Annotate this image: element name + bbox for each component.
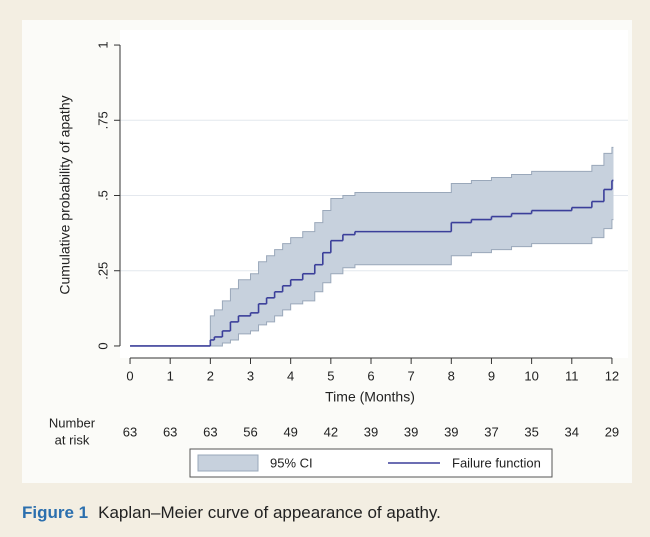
x-tick-label: 2 <box>207 368 214 383</box>
y-tick-label: 0 <box>95 342 110 349</box>
ci-band <box>302 231 315 301</box>
x-axis-label: Time (Months) <box>325 389 415 405</box>
ci-band <box>322 210 331 283</box>
ci-band <box>250 273 259 331</box>
x-tick-label: 5 <box>327 368 334 383</box>
x-tick-label: 12 <box>605 368 619 383</box>
at-risk-count: 49 <box>283 424 297 439</box>
ci-band <box>531 171 572 244</box>
x-tick-label: 1 <box>167 368 174 383</box>
at-risk-count: 39 <box>444 424 458 439</box>
ci-band <box>330 198 343 274</box>
ci-band <box>354 192 452 265</box>
ci-band <box>214 309 223 346</box>
ci-edge <box>130 219 614 347</box>
y-tick-label: .25 <box>95 262 110 280</box>
at-risk-count: 37 <box>484 424 498 439</box>
at-risk-label: at risk <box>55 432 90 447</box>
at-risk-count: 39 <box>404 424 418 439</box>
x-tick-label: 10 <box>524 368 538 383</box>
at-risk-count: 39 <box>364 424 378 439</box>
ci-band <box>342 195 355 268</box>
ci-band <box>266 255 275 322</box>
ci-band <box>274 249 283 316</box>
at-risk-count: 63 <box>203 424 217 439</box>
ci-band <box>290 237 303 304</box>
ci-band <box>238 279 251 334</box>
legend-swatch <box>197 454 259 472</box>
ci-band <box>471 180 492 253</box>
caption-label: Figure 1 <box>22 503 89 522</box>
ci-band <box>258 261 267 325</box>
ci-band <box>210 315 215 346</box>
at-risk-count: 35 <box>524 424 538 439</box>
y-tick-label: .5 <box>95 190 110 201</box>
at-risk-count: 63 <box>163 424 177 439</box>
ci-edge <box>130 146 614 347</box>
x-tick-label: 7 <box>408 368 415 383</box>
x-tick-label: 11 <box>565 368 579 383</box>
x-tick-label: 6 <box>367 368 374 383</box>
y-tick-label: .75 <box>95 111 110 129</box>
at-risk-count: 34 <box>565 424 579 439</box>
ci-band <box>222 300 231 343</box>
ci-band <box>230 288 239 340</box>
caption-text: Kaplan–Meier curve of appearance of apat… <box>98 503 441 522</box>
ci-band <box>603 153 612 229</box>
x-tick-label: 3 <box>247 368 254 383</box>
caption: Figure 1 Kaplan–Meier curve of appearance… <box>22 503 441 523</box>
x-tick-label: 8 <box>448 368 455 383</box>
y-tick-label: 1 <box>95 41 110 48</box>
at-risk-label: Number <box>49 415 96 430</box>
at-risk-count: 29 <box>605 424 619 439</box>
at-risk-count: 63 <box>123 424 137 439</box>
chart: Cumulative probability of apathy Time (M… <box>22 20 632 483</box>
ci-band <box>491 177 512 250</box>
x-tick-label: 4 <box>287 368 294 383</box>
at-risk-count: 42 <box>324 424 338 439</box>
ci-band <box>451 183 472 256</box>
y-axis-label: Cumulative probability of apathy <box>57 95 73 294</box>
legend-label: Failure function <box>452 455 541 470</box>
legend-label: 95% CI <box>270 455 313 470</box>
ci-band <box>282 243 291 310</box>
x-tick-label: 9 <box>488 368 495 383</box>
ci-band <box>511 174 532 247</box>
legend: 95% CI Failure function <box>189 448 553 478</box>
x-tick-label: 0 <box>126 368 133 383</box>
at-risk-count: 56 <box>243 424 257 439</box>
ci-band <box>314 222 323 292</box>
